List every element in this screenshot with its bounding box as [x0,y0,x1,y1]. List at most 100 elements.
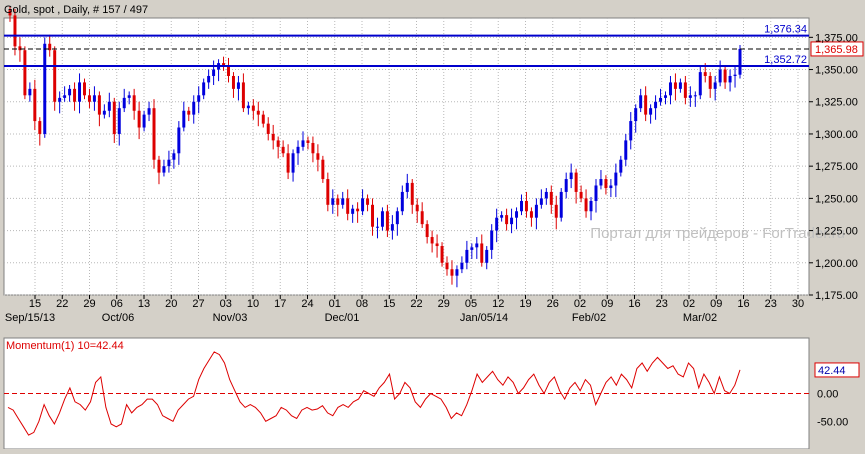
candle-body [589,200,593,212]
candle-body [415,204,419,212]
candle-body [97,95,101,115]
candle-body [202,82,206,96]
momentum-line [7,351,741,436]
level-label: 1,352.72 [764,54,807,66]
candle-body [629,121,633,141]
candle-body [579,191,583,199]
candle-body [241,82,245,109]
candle-body [266,123,270,134]
candle-body [271,133,275,141]
candle-body [167,159,171,167]
candle-body [341,198,345,205]
date-month-label: Oct/06 [102,312,134,324]
candle-body [38,121,42,134]
momentum-value-label: 42.44 [818,365,846,377]
candle-body [485,249,489,263]
candle-body [544,191,548,199]
candle-body [142,114,146,128]
candle-body [465,249,469,263]
candle-body [505,215,509,225]
current-price-label: 1,365.98 [815,44,858,56]
candle-body [207,75,211,83]
price-tick-label: 1,350.00 [815,65,858,77]
candle-body [455,269,459,276]
candle-body [157,159,161,173]
candle-body [261,114,265,124]
candle-body [137,110,141,128]
candle-body [296,146,300,154]
candle-body [733,74,737,76]
candle-body [688,95,692,98]
candle-body [564,179,568,192]
candle-body [227,66,230,76]
candle-body [316,153,320,160]
candle-body [256,110,260,115]
date-tick-label: 05 [465,298,477,310]
candle-body [678,82,682,89]
candle-body [286,153,290,173]
candle-body [664,95,667,98]
candle-body [405,182,409,192]
candle-body [673,82,677,89]
date-tick-label: 27 [192,298,204,310]
candle-body [13,15,17,47]
candle-body [43,43,47,134]
candle-body [529,211,533,218]
candle-body [107,101,111,111]
candle-body [644,95,648,115]
candle-body [48,43,52,51]
candle-body [53,50,57,102]
candle-body [728,75,732,83]
candle-body [92,95,96,102]
candle-body [132,95,136,111]
date-tick-label: 30 [792,298,804,310]
candle-body [251,105,255,111]
candle-body [668,82,672,96]
candle-body [222,63,226,67]
candle-body [460,262,464,270]
date-tick-label: 23 [656,298,668,310]
candle-body [520,200,523,212]
date-tick-label: 03 [220,298,232,310]
candle-body [78,82,82,102]
candle-body [480,243,484,263]
date-month-label: Sep/15/13 [5,312,55,324]
candle-body [410,182,414,205]
price-tick-label: 1,250.00 [815,193,858,205]
candle-body [500,215,504,218]
date-tick-label: 29 [83,298,95,310]
candle-body [659,97,663,102]
date-axis: 15 22 29 06 13 20 27 03 10 17 24 01 08 15 22 29 05 12 19 26… [5,295,804,324]
date-tick-label: 08 [356,298,368,310]
current-price-box [810,41,864,57]
price-axis: 1,375.00 1,350.00 1,325.00 1,300.00 1,275.00… [809,32,858,302]
momentum-axis: 0.00 -50.00 42.44 [814,362,860,428]
candle-body [584,198,588,212]
candle-body [604,179,608,189]
chart-title: Gold, spot , Daily, # 157 / 497 [4,4,148,16]
date-tick-label: 22 [56,298,68,310]
candle-body [559,191,563,218]
main-chart-panel[interactable] [3,17,810,296]
price-tick-label: 1,175.00 [815,290,858,302]
candle-body [361,198,365,212]
date-month-label: Feb/02 [572,312,606,324]
candle-body [450,269,454,276]
candle-body [375,226,379,228]
candle-body [495,217,499,231]
date-tick-label: 24 [301,298,313,310]
candle-body [182,110,186,128]
date-month-label: Dec/01 [325,312,360,324]
candle-body [326,179,330,205]
candle-body [246,105,250,109]
candle-body [276,140,280,147]
candle-body [574,172,578,192]
candle-body [331,198,335,205]
candle-body [475,243,479,248]
candle-body [311,142,315,154]
candle-body [58,97,62,102]
candle-body [435,243,439,247]
candle-body [112,101,116,134]
